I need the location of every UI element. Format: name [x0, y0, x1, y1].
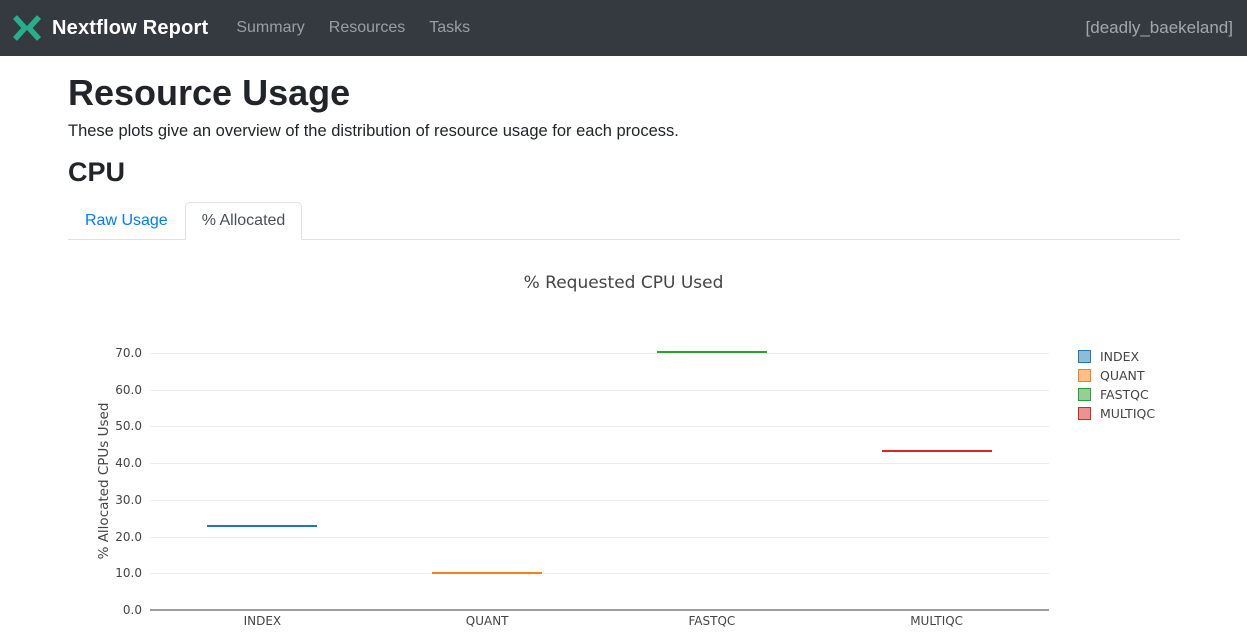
box-multiqc: [881, 450, 992, 453]
legend-marker-index: [1078, 350, 1091, 363]
gridline: [150, 573, 1049, 575]
nav-links: Summary Resources Tasks: [224, 11, 482, 45]
x-tick-label-multiqc: MULTIQC: [910, 614, 964, 628]
legend-item-quant[interactable]: QUANT: [1078, 366, 1155, 385]
y-tick-label: 30.0: [115, 492, 142, 507]
navbar: Nextflow Report Summary Resources Tasks …: [0, 0, 1247, 56]
cpu-chart: % Requested CPU Used % Allocated CPUs Us…: [0, 240, 1247, 644]
gridline: [150, 389, 1049, 391]
tab-percent-allocated[interactable]: % Allocated: [184, 202, 303, 240]
nav-item-resources[interactable]: Resources: [328, 19, 406, 36]
x-tick-label-fastqc: FASTQC: [688, 614, 736, 628]
page-title: Resource Usage: [68, 72, 351, 113]
legend-marker-fastqc: [1078, 388, 1091, 401]
gridline: [150, 463, 1049, 465]
gridline: [150, 499, 1049, 501]
legend-label: QUANT: [1100, 368, 1145, 383]
y-tick-label: 60.0: [115, 382, 142, 397]
gridline: [150, 353, 1049, 354]
chart-legend: INDEX QUANT FASTQC MULTIQC: [1078, 347, 1155, 423]
run-name: [deadly_baekeland]: [1085, 18, 1233, 37]
box-quant: [432, 572, 543, 575]
cpu-tabs: Raw Usage % Allocated: [68, 202, 1180, 240]
section-title-cpu: CPU: [68, 157, 126, 187]
brand[interactable]: Nextflow Report: [12, 14, 208, 42]
y-tick-label: 0.0: [122, 603, 142, 617]
legend-marker-quant: [1078, 369, 1091, 382]
x-axis-line: [150, 609, 1049, 611]
legend-item-multiqc[interactable]: MULTIQC: [1078, 404, 1155, 423]
x-tick-label-index: INDEX: [243, 614, 282, 628]
y-tick-label: 40.0: [115, 456, 142, 471]
nextflow-logo-icon: [12, 15, 42, 41]
legend-item-index[interactable]: INDEX: [1078, 347, 1155, 366]
chart-title: % Requested CPU Used: [523, 273, 724, 293]
legend-label: MULTIQC: [1100, 406, 1156, 421]
legend-label: FASTQC: [1100, 387, 1149, 402]
box-index: [207, 525, 318, 528]
gridline: [150, 536, 1049, 538]
legend-marker-multiqc: [1078, 407, 1091, 420]
page-description: These plots give an overview of the dist…: [68, 122, 679, 140]
tab-raw-usage[interactable]: Raw Usage: [85, 212, 168, 229]
brand-title: Nextflow Report: [52, 16, 209, 39]
y-tick-label: 10.0: [115, 566, 142, 581]
main-content: Resource Usage These plots give an overv…: [0, 72, 1247, 240]
legend-item-fastqc[interactable]: FASTQC: [1078, 385, 1155, 404]
y-tick-label: 20.0: [115, 529, 142, 544]
nav-item-summary[interactable]: Summary: [236, 19, 305, 36]
x-tick-label-quant: QUANT: [465, 614, 509, 628]
legend-label: INDEX: [1100, 349, 1140, 364]
gridline: [150, 426, 1049, 428]
y-tick-label: 50.0: [115, 419, 142, 434]
box-fastqc: [656, 351, 767, 354]
y-tick-label: 70.0: [115, 346, 142, 360]
nav-item-tasks[interactable]: Tasks: [429, 19, 471, 36]
